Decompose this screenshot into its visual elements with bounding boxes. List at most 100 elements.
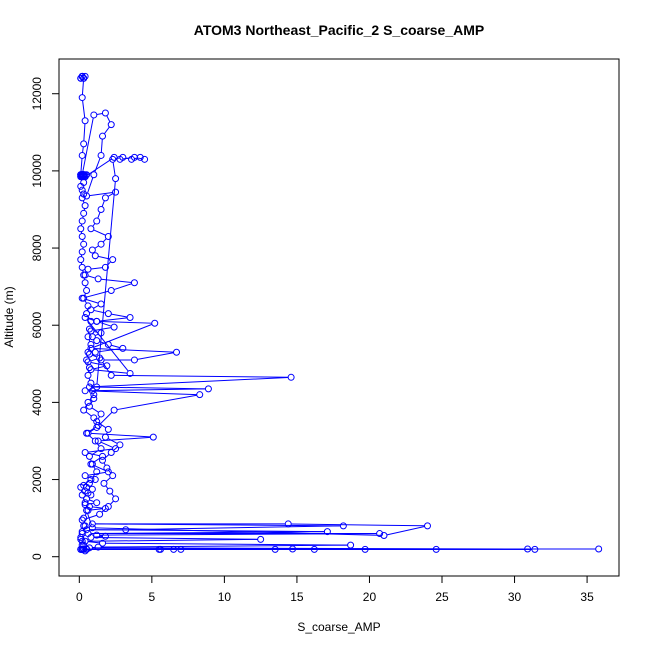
data-point bbox=[101, 194, 109, 202]
series-segment bbox=[87, 513, 92, 526]
data-point bbox=[97, 240, 105, 248]
data-point bbox=[81, 522, 89, 530]
data-point bbox=[77, 182, 85, 190]
x-tick-label: 20 bbox=[363, 590, 377, 604]
data-point bbox=[107, 371, 115, 379]
data-point bbox=[310, 545, 318, 553]
data-point bbox=[81, 271, 89, 279]
series-segment bbox=[81, 81, 84, 95]
series-segment bbox=[101, 508, 107, 513]
y-tick-label: 12000 bbox=[30, 77, 44, 111]
data-point bbox=[87, 327, 95, 335]
series-segment bbox=[88, 538, 258, 542]
data-point bbox=[116, 441, 124, 449]
data-point bbox=[90, 171, 98, 179]
series-segment bbox=[82, 146, 84, 153]
series-segment bbox=[93, 348, 174, 353]
series-segment bbox=[107, 193, 114, 197]
y-tick-label: 0 bbox=[30, 553, 44, 560]
data-point bbox=[80, 140, 88, 148]
data-point bbox=[376, 530, 384, 538]
data-point bbox=[93, 531, 101, 539]
series-segment bbox=[99, 533, 377, 536]
data-point bbox=[126, 314, 134, 321]
x-axis-label: S_coarse_AMP bbox=[297, 620, 380, 634]
data-point bbox=[90, 111, 98, 119]
data-point bbox=[81, 537, 89, 545]
data-point bbox=[94, 275, 102, 283]
data-point bbox=[78, 194, 86, 202]
data-point bbox=[90, 414, 98, 422]
data-point bbox=[323, 528, 331, 536]
data-point bbox=[83, 192, 91, 200]
series-segment bbox=[111, 313, 128, 318]
series-segment bbox=[100, 139, 103, 153]
data-point bbox=[78, 151, 86, 159]
data-point bbox=[97, 329, 105, 337]
data-point bbox=[87, 344, 95, 352]
series-segment bbox=[96, 181, 116, 385]
data-point bbox=[104, 425, 112, 433]
series-segment bbox=[137, 157, 142, 160]
data-point bbox=[81, 314, 89, 321]
y-axis: 0 2000 4000 6000 8000 10000 12000 bbox=[30, 77, 60, 560]
data-point bbox=[93, 423, 101, 431]
series-segment bbox=[137, 352, 174, 360]
data-point bbox=[101, 433, 109, 441]
data-point bbox=[87, 476, 95, 484]
series-segment bbox=[105, 542, 348, 546]
data-point bbox=[97, 356, 105, 364]
series-segment bbox=[92, 354, 97, 358]
data-point bbox=[87, 533, 95, 541]
data-point bbox=[107, 121, 115, 129]
series-segment bbox=[100, 441, 114, 448]
data-point bbox=[103, 464, 111, 472]
data-point bbox=[84, 371, 92, 379]
series-segment bbox=[85, 411, 92, 417]
series-segment bbox=[114, 374, 289, 378]
series-segment bbox=[112, 162, 116, 176]
series-segment bbox=[101, 200, 105, 207]
data-point bbox=[80, 514, 88, 522]
data-point bbox=[78, 537, 86, 545]
data-point bbox=[81, 449, 89, 457]
data-point bbox=[77, 74, 85, 82]
y-tick-label: 4000 bbox=[30, 389, 44, 416]
data-point bbox=[99, 452, 107, 460]
data-point bbox=[84, 429, 92, 437]
series-segment bbox=[86, 319, 129, 372]
data-point bbox=[94, 422, 102, 430]
data-point bbox=[347, 541, 355, 549]
series-segment bbox=[101, 278, 132, 283]
series-segment bbox=[99, 321, 112, 327]
series-segment bbox=[128, 525, 341, 531]
data-point bbox=[109, 256, 117, 264]
data-point bbox=[177, 545, 185, 553]
data-point bbox=[77, 545, 85, 553]
data-point bbox=[93, 337, 101, 345]
series-segment bbox=[87, 471, 106, 476]
data-point bbox=[87, 460, 95, 468]
series-segment bbox=[87, 275, 96, 279]
data-point bbox=[93, 499, 101, 507]
series-segment bbox=[99, 317, 128, 322]
data-point bbox=[81, 279, 89, 287]
data-point bbox=[151, 319, 159, 327]
series-segment bbox=[91, 407, 99, 413]
data-point bbox=[109, 472, 117, 480]
data-point bbox=[78, 72, 86, 80]
data-point bbox=[88, 520, 96, 528]
series-segment bbox=[93, 327, 112, 332]
data-point bbox=[432, 545, 440, 553]
data-point bbox=[77, 256, 85, 264]
y-axis-label: Altitude (m) bbox=[2, 286, 16, 347]
data-point bbox=[109, 155, 117, 163]
data-point bbox=[361, 545, 369, 553]
series-segment bbox=[98, 255, 110, 260]
x-tick-label: 5 bbox=[149, 590, 156, 604]
series-segment bbox=[88, 448, 113, 453]
data-point bbox=[107, 286, 115, 294]
plot-frame bbox=[58, 58, 620, 577]
series-segment bbox=[90, 267, 103, 270]
data-point bbox=[80, 209, 88, 217]
